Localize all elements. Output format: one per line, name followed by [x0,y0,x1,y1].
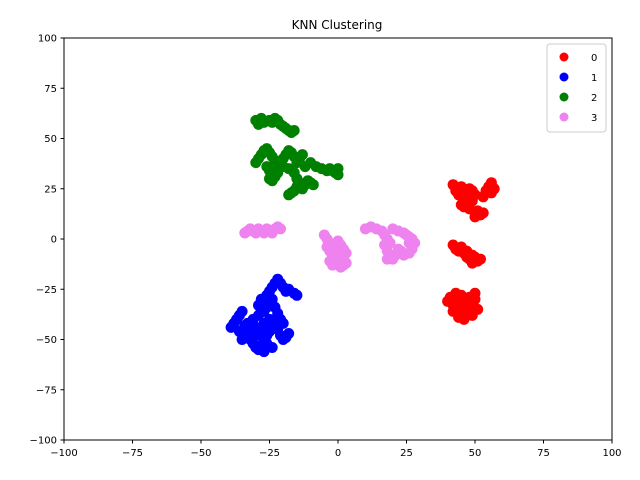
y-tick-label: −100 [30,436,57,447]
x-tick-label: 0 [335,448,341,459]
x-tick-label: −50 [190,448,211,459]
y-axis: −100 −75 −50 −25 0 25 50 75 100 [30,34,64,447]
y-tick-label: −25 [36,285,57,296]
data-point [266,342,278,353]
y-tick-label: 0 [51,235,57,246]
legend-marker [559,112,569,122]
data-point [384,237,396,249]
y-tick-label: −75 [36,385,57,396]
data-point [264,313,275,325]
data-point [332,249,344,261]
data-point [477,191,489,203]
series-2 [250,112,344,201]
legend: 0 1 2 3 [546,43,607,133]
data-point [387,223,399,235]
legend-label: 1 [591,73,597,84]
data-point [458,313,470,325]
data-point [475,253,486,265]
data-point [477,207,489,219]
x-axis: −100 −75 −50 −25 0 25 50 75 100 [50,440,622,459]
data-point [307,179,319,191]
data-point [469,287,481,299]
x-tick-label: 75 [537,448,550,459]
x-tick-label: 25 [400,448,413,459]
data-point [450,287,462,299]
data-point [461,245,473,257]
data-point [466,257,478,269]
data-point [236,305,248,317]
data-point [332,169,344,181]
data-point [296,149,308,161]
data-point [447,305,459,317]
x-tick-label: −25 [259,448,280,459]
data-point [469,211,481,223]
data-point [466,309,478,321]
legend-label: 3 [591,113,597,124]
legend-label: 2 [591,93,597,104]
data-point [275,223,286,235]
data-point [258,346,270,358]
chart-title: KNN Clustering [292,18,383,32]
data-point [253,299,264,311]
data-point [277,317,289,329]
series-3 [239,221,421,273]
series-1 [225,273,303,358]
data-point [283,328,295,339]
y-tick-label: 50 [44,134,57,145]
series-0 [442,177,500,325]
x-tick-label: 100 [602,448,621,459]
data-point [327,259,338,271]
data-point [233,326,245,337]
points-layer [225,112,500,358]
y-tick-label: 100 [38,34,57,45]
y-tick-label: −50 [36,335,57,346]
legend-marker [559,92,569,102]
data-point [283,189,295,201]
data-point [305,157,317,169]
y-tick-label: 25 [44,184,57,195]
data-point [464,183,475,195]
legend-marker [559,52,569,62]
x-tick-label: −75 [122,448,143,459]
legend-label: 0 [591,53,597,64]
data-point [381,253,393,265]
data-point [288,125,300,136]
legend-box [546,43,607,133]
x-tick-label: 50 [469,448,482,459]
y-tick-label: 75 [44,84,57,95]
data-point [485,187,497,199]
legend-marker [559,72,569,82]
data-point [340,257,352,269]
data-point [455,199,467,211]
x-tick-label: −100 [50,448,77,459]
data-point [291,289,303,301]
